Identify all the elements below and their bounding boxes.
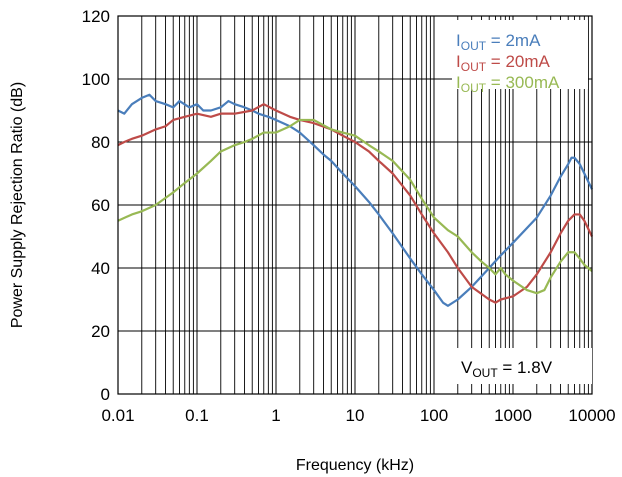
x-tick-label: 1 [271,406,280,425]
series-line-1 [117,93,593,307]
series-lines [117,93,593,307]
y-tick-label: 20 [91,322,110,341]
vout-annotation-text: VOUT = 1.8V [461,358,553,380]
y-tick-label: 120 [82,7,110,26]
vout-rest: = 1.8V [498,358,553,377]
vout-main: V [461,358,473,377]
x-tick-label: 10000 [568,406,615,425]
vout-annotation: VOUT = 1.8V [452,348,592,384]
series-line-2 [117,103,593,304]
y-tick-label: 0 [101,385,110,404]
x-axis-title: Frequency (kHz) [296,457,414,474]
x-tick-labels: 0.01 0.1 1 10 100 1000 10000 [101,406,615,425]
vout-annotation-box [452,348,592,384]
x-tick-label: 0.1 [185,406,209,425]
y-tick-label: 80 [91,133,110,152]
vout-sub: OUT [472,366,498,380]
x-tick-label: 1000 [494,406,532,425]
legend-entry-3: IOUT = 300mA [456,73,560,95]
plot-area-border [117,15,593,395]
y-tick-labels: 0 20 40 60 80 100 120 [82,7,110,404]
legend-entry-1: IOUT = 2mA [456,31,541,53]
legend-entry-2: IOUT = 20mA [456,52,551,74]
y-tick-label: 60 [91,196,110,215]
x-tick-label: 100 [420,406,448,425]
x-tick-label: 10 [346,406,365,425]
series-line-3 [117,118,593,295]
y-axis-title: Power Supply Rejection Ratio (dB) [9,82,26,328]
y-tick-label: 40 [91,259,110,278]
x-tick-label: 0.01 [101,406,134,425]
legend-background [452,20,588,89]
y-tick-label: 100 [82,70,110,89]
